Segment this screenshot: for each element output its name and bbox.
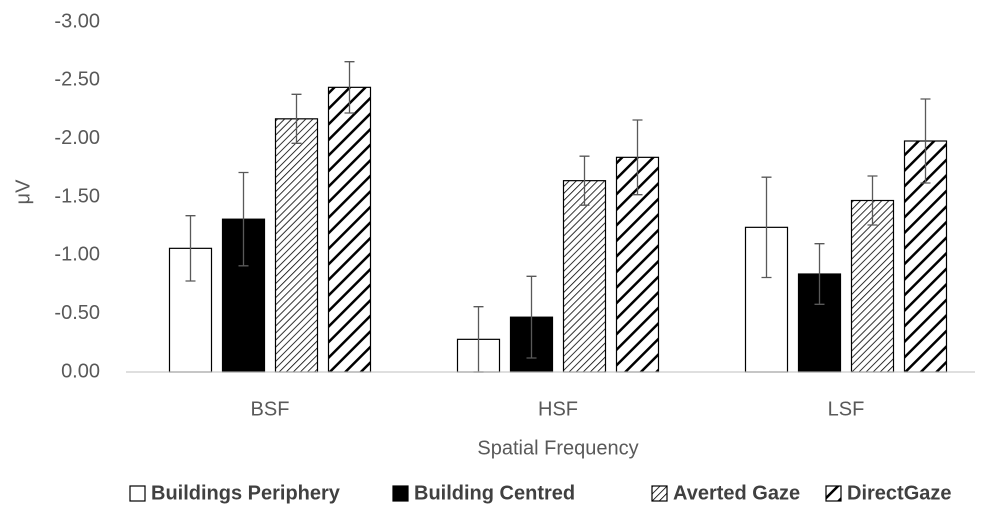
error-bar: [632, 119, 643, 196]
error-bar: [814, 243, 825, 305]
y-tick-label: -3.00: [54, 10, 100, 32]
error-bar: [867, 175, 878, 226]
x-tick-label: BSF: [251, 398, 290, 420]
y-axis-title: μV: [12, 179, 34, 205]
bar: [327, 86, 372, 373]
y-tick-label: -0.50: [54, 302, 100, 324]
error-bar: [291, 93, 302, 144]
error-bar: [344, 61, 355, 114]
bar: [562, 180, 607, 373]
error-bar: [526, 275, 537, 359]
bar: [274, 118, 319, 373]
x-tick-label: HSF: [538, 398, 578, 420]
y-tick-label: -2.50: [54, 69, 100, 91]
error-bar: [579, 155, 590, 206]
legend-swatch: [392, 485, 409, 502]
y-tick-label: -2.00: [54, 127, 100, 149]
legend-text: Building Centred: [414, 482, 575, 504]
error-bar: [920, 98, 931, 184]
error-bar: [761, 176, 772, 279]
legend-swatch: [825, 485, 842, 502]
x-axis-title: Spatial Frequency: [477, 437, 638, 459]
y-tick-label: -1.50: [54, 185, 100, 207]
legend-swatch: [651, 485, 668, 502]
legend-text: Buildings Periphery: [151, 482, 341, 504]
legend-text: Averted Gaze: [673, 482, 800, 504]
x-tick-label: LSF: [828, 398, 865, 420]
y-tick-label: 0.00: [61, 360, 100, 382]
bar: [850, 199, 895, 373]
error-bar: [238, 171, 249, 267]
legend-text: DirectGaze: [847, 482, 952, 504]
error-bar: [185, 215, 196, 282]
legend-swatch: [129, 485, 146, 502]
y-tick-label: -1.00: [54, 244, 100, 266]
